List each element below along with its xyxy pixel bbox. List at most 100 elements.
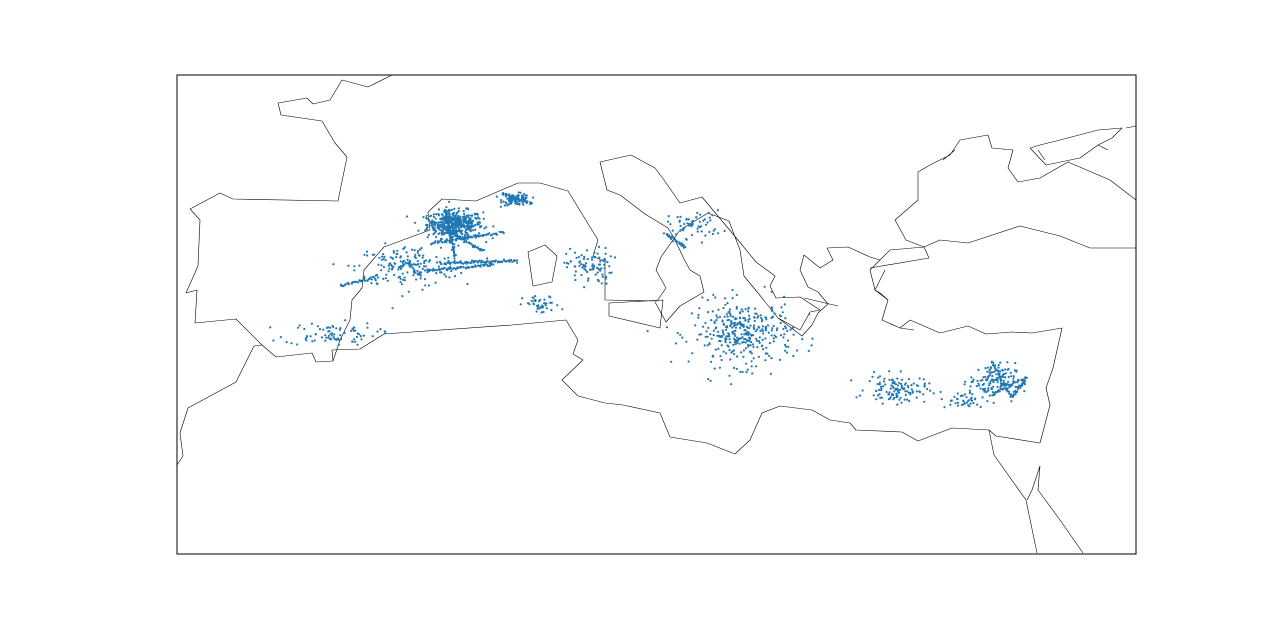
float-point-ionian-sea	[728, 341, 732, 344]
float-point-cyprus-area	[993, 379, 996, 382]
float-point-ionian-sea	[753, 324, 756, 327]
float-point-sardinia-channel	[540, 311, 543, 314]
float-point-ionian-sea	[736, 336, 739, 339]
float-point-balearic-sea	[389, 262, 392, 265]
float-point-levantine-basin	[881, 385, 885, 388]
float-point-track-lion-2	[446, 218, 449, 221]
float-point-balearic-sea	[388, 267, 391, 270]
float-point-balearic-sea	[413, 268, 416, 271]
coastline-sicily	[608, 299, 664, 329]
float-point-balearic-sea	[448, 276, 451, 279]
float-point-gulf-of-lion	[432, 227, 435, 230]
float-point-ionian-sea	[709, 333, 712, 336]
float-point-balearic-sea	[410, 248, 414, 251]
float-point-tyrrhenian-sea	[605, 282, 608, 285]
float-point-track-balearic-1	[471, 259, 474, 262]
float-point-ionian-sea	[717, 347, 720, 350]
float-point-gulf-of-lion	[445, 206, 448, 209]
float-point-balearic-sea	[416, 251, 419, 254]
float-point-adriatic-sea	[709, 219, 712, 222]
float-point-sardinia-channel	[519, 303, 522, 306]
float-point-track-cyprus-1	[1003, 383, 1006, 386]
float-point-ionian-sea	[728, 338, 731, 341]
float-point-ionian-sea	[775, 328, 779, 332]
float-point-track-lion-3	[471, 236, 474, 239]
float-point-ionian-sea	[747, 310, 750, 313]
float-point-track-lion-1	[437, 223, 440, 226]
float-point-ionian-sea	[754, 307, 757, 310]
float-point-ionian-sea	[755, 337, 758, 340]
float-point-cyprus-area	[989, 373, 992, 376]
float-point-balearic-sea	[397, 266, 400, 269]
float-point-levantine-basin	[880, 396, 884, 399]
float-point-ionian-sea	[751, 343, 755, 346]
float-point-balearic-sea	[384, 242, 387, 245]
float-point-ionian-sea	[724, 341, 727, 344]
float-point-ionian-sea	[792, 333, 795, 336]
float-point-track-alboran	[376, 276, 380, 279]
float-point-track-cyprus-3	[1010, 384, 1014, 387]
float-point-balearic-sea	[387, 270, 390, 273]
float-point-gulf-of-lion	[483, 227, 486, 230]
float-point-levantine-basin	[907, 391, 911, 394]
float-point-tyrrhenian-sea	[580, 254, 583, 257]
float-point-sardinia-channel	[530, 299, 533, 303]
float-point-track-adriatic	[684, 246, 687, 249]
float-point-ionian-sea	[665, 326, 669, 329]
float-point-adriatic-sea	[706, 221, 709, 224]
float-point-balearic-sea	[363, 253, 366, 256]
float-point-ionian-sea	[697, 316, 700, 319]
float-point-ligurian-sea	[524, 194, 527, 197]
float-point-ionian-sea	[713, 321, 716, 325]
float-point-ionian-sea	[744, 338, 747, 341]
float-point-ionian-sea	[738, 342, 741, 345]
float-point-ionian-sea	[759, 314, 762, 317]
float-point-tyrrhenian-sea	[583, 267, 586, 271]
float-point-track-cyprus-3	[1008, 383, 1012, 386]
float-point-ionian-sea	[747, 331, 750, 334]
float-point-track-ligurian	[506, 193, 509, 196]
float-point-track-adriatic	[670, 235, 673, 238]
float-point-track-lion-3	[445, 241, 448, 244]
float-point-ligurian-sea	[513, 199, 516, 203]
float-point-track-lion-1	[471, 243, 474, 247]
float-point-ionian-sea	[741, 324, 744, 327]
float-point-track-cyprus-2	[1015, 390, 1019, 393]
float-point-ionian-sea	[770, 316, 774, 319]
float-point-ionian-sea	[729, 312, 732, 315]
float-point-gulf-of-lion	[482, 217, 485, 220]
float-point-ligurian-sea	[518, 203, 521, 206]
float-point-cyprus-area	[1012, 377, 1015, 380]
float-point-track-balearic-1	[478, 259, 481, 262]
float-point-gulf-of-lion	[431, 225, 434, 228]
float-point-gulf-of-lion	[472, 229, 475, 232]
float-point-levantine-basin	[923, 400, 926, 403]
float-point-alboran-sea	[333, 337, 336, 341]
float-point-tyrrhenian-sea	[597, 263, 601, 266]
float-point-gulf-of-lion	[435, 235, 438, 239]
float-point-cyprus-area	[976, 379, 979, 382]
float-point-ionian-sea	[720, 344, 723, 347]
float-point-adriatic-sea	[685, 217, 688, 220]
float-point-cyprus-area	[978, 384, 981, 387]
float-point-ionian-sea	[761, 338, 764, 341]
float-point-adriatic-sea	[702, 219, 705, 222]
float-point-ionian-sea	[690, 312, 693, 315]
float-point-cyprus-area	[988, 368, 991, 372]
float-point-tyrrhenian-sea	[601, 273, 604, 276]
float-point-track-alboran	[359, 280, 362, 283]
float-point-track-lion-1	[459, 235, 462, 238]
float-point-track-lion-1	[469, 242, 472, 245]
float-point-ionian-sea	[770, 306, 773, 309]
float-point-adriatic-sea	[716, 209, 720, 212]
float-point-alboran-sea	[331, 334, 334, 337]
float-point-tyrrhenian-sea	[593, 251, 596, 254]
float-point-gulf-of-lion	[432, 233, 435, 236]
float-point-ionian-sea	[703, 344, 706, 347]
float-point-gulf-of-lion	[477, 232, 481, 235]
float-point-levantine-basin	[901, 387, 904, 390]
float-point-gulf-of-lion	[458, 228, 461, 231]
float-point-ionian-sea	[764, 316, 768, 319]
float-point-track-lion-2	[450, 248, 453, 251]
